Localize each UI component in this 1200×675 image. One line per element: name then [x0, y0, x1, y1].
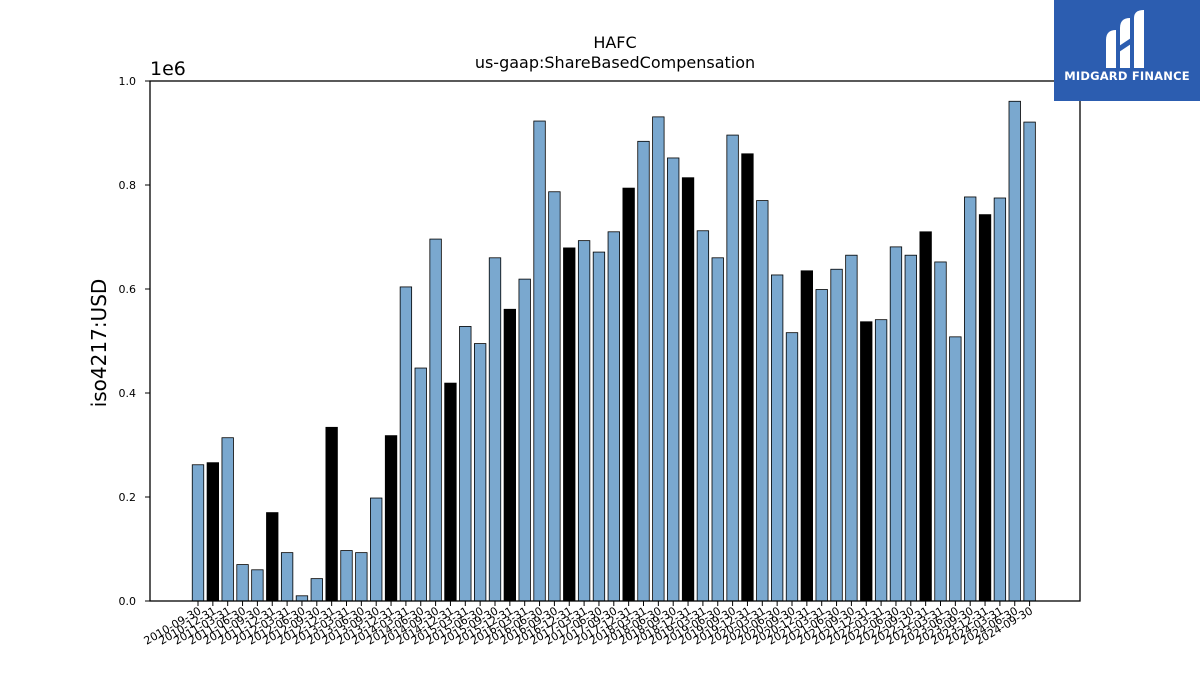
bar-2023-03-31: [934, 261, 947, 602]
y-tick-label: 0.4: [119, 387, 137, 400]
bar-2020-12-31: [800, 270, 813, 602]
bar-2021-03-31: [815, 289, 828, 602]
bar-2019-06-30: [711, 257, 724, 602]
bar-2019-12-31: [741, 153, 754, 602]
bar-2018-03-31: [637, 140, 650, 602]
y-tick-label: 1.0: [119, 75, 137, 88]
bar-2022-09-30: [904, 254, 917, 602]
bar-2024-06-30: [1008, 100, 1021, 602]
y-tick-label: 0.6: [119, 283, 137, 296]
y-tick-label: 0.2: [119, 491, 137, 504]
bar-2012-03-31: [280, 552, 294, 602]
bar-2010-09-30: [191, 464, 205, 602]
bar-2012-12-31: [325, 426, 338, 602]
y-tick-label: 0.8: [119, 179, 137, 192]
bar-2021-12-31: [860, 321, 873, 602]
y-axis-multiplier: 1e6: [150, 58, 186, 80]
chart-subtitle: us-gaap:ShareBasedCompensation: [475, 53, 755, 72]
bar-2023-09-30: [964, 196, 977, 602]
bar-2015-09-30: [488, 257, 502, 602]
bar-2017-03-31: [577, 240, 591, 602]
bar-2022-12-31: [919, 231, 932, 602]
logo-text: MIDGARD FINANCE: [1064, 69, 1190, 83]
bar-2018-12-31: [681, 177, 695, 602]
bar-2018-09-30: [667, 157, 680, 602]
bar-2020-03-31: [756, 200, 769, 602]
bar-2021-09-30: [845, 254, 858, 602]
bar-2014-03-31: [399, 286, 413, 602]
bar-2013-06-30: [355, 552, 368, 602]
bars-group: [191, 100, 1036, 602]
bar-2020-09-30: [785, 332, 799, 602]
bar-2017-12-31: [622, 187, 635, 602]
plot-frame: [149, 80, 1081, 602]
y-tick-label: 0.0: [119, 595, 137, 608]
bar-2011-06-30: [236, 564, 249, 602]
bar-2012-09-30: [310, 578, 323, 602]
bar-2018-06-30: [652, 116, 665, 602]
x-axis-ticks: 2010-09-302010-12-312011-03-312011-06-30…: [142, 601, 1035, 648]
bar-2023-12-31: [978, 214, 992, 602]
bar-2014-09-30: [429, 238, 442, 602]
bar-2020-06-30: [771, 274, 784, 602]
bar-2021-06-30: [830, 268, 843, 602]
bar-2024-03-31: [993, 197, 1007, 602]
bar-2016-03-31: [518, 278, 531, 602]
bar-2010-12-31: [206, 462, 220, 602]
bar-2017-06-30: [592, 251, 606, 602]
midgard-finance-logo: MIDGARD FINANCE: [1054, 0, 1200, 101]
bar-2011-12-31: [266, 512, 279, 602]
bar-2023-06-30: [949, 336, 962, 602]
bar-2014-06-30: [414, 367, 427, 602]
bar-2011-09-30: [251, 569, 264, 602]
bar-2014-12-31: [444, 382, 457, 602]
y-axis-label: iso4217:USD: [87, 279, 111, 408]
bar-2011-03-31: [221, 437, 234, 602]
bar-2022-03-31: [874, 319, 888, 602]
bar-2016-06-30: [533, 120, 546, 602]
bar-2017-09-30: [607, 231, 620, 602]
bar-2016-09-30: [548, 191, 561, 602]
bar-2019-09-30: [726, 134, 739, 602]
bar-2012-06-30: [295, 595, 309, 602]
bar-2015-12-31: [503, 308, 517, 602]
bar-2016-12-31: [563, 247, 576, 602]
bar-2022-06-30: [889, 246, 903, 602]
y-axis-ticks: 0.0 0.2 0.4 0.6 0.8 1.0: [119, 75, 150, 608]
bar-2019-03-31: [696, 230, 710, 602]
bar-2013-03-31: [340, 550, 353, 602]
bar-2015-03-31: [459, 326, 472, 602]
bar-2013-09-30: [370, 497, 383, 602]
logo-mark-icon: [1106, 10, 1144, 68]
bar-2024-09-30: [1023, 121, 1036, 602]
chart-title: HAFC: [593, 33, 636, 52]
bar-2015-06-30: [473, 343, 487, 602]
bar-2013-12-31: [384, 435, 398, 602]
